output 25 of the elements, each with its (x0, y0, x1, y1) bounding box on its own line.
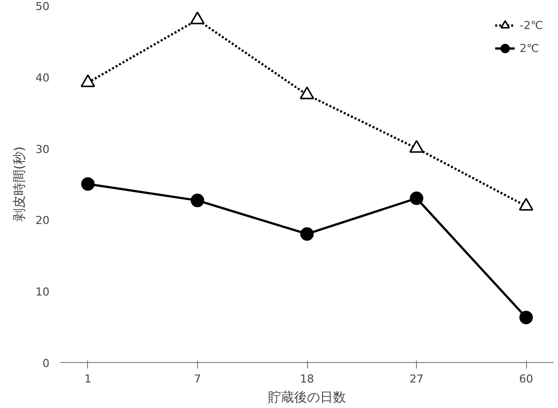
y-tick-label: 30 (36, 142, 50, 156)
x-tick-label: 27 (410, 372, 424, 386)
point (518, 198, 534, 211)
point (409, 140, 424, 153)
x-tick-label: 60 (519, 372, 534, 386)
legend-label: 2℃ (520, 42, 540, 54)
point (190, 194, 204, 208)
point (81, 177, 95, 191)
point (80, 74, 96, 88)
point (300, 227, 314, 241)
x-tick-label: 7 (194, 372, 201, 386)
point (190, 12, 205, 24)
point (300, 86, 314, 100)
legend-label: -2℃ (520, 18, 543, 32)
x-tick-label: 1 (84, 372, 92, 386)
y-tick-label: 20 (36, 214, 50, 228)
x-axis-title: 貯蔵後の日数 (268, 390, 346, 406)
y-tick-label: 10 (36, 286, 50, 299)
point (410, 192, 424, 206)
point (519, 310, 533, 324)
y-tick-label: 0 (42, 357, 50, 370)
y-axis-title: 剥皮時間(秒) (12, 146, 28, 222)
x-tick-label: 18 (300, 372, 314, 386)
y-tick-label: 50 (36, 0, 50, 13)
y-tick-label: 40 (36, 71, 50, 84)
